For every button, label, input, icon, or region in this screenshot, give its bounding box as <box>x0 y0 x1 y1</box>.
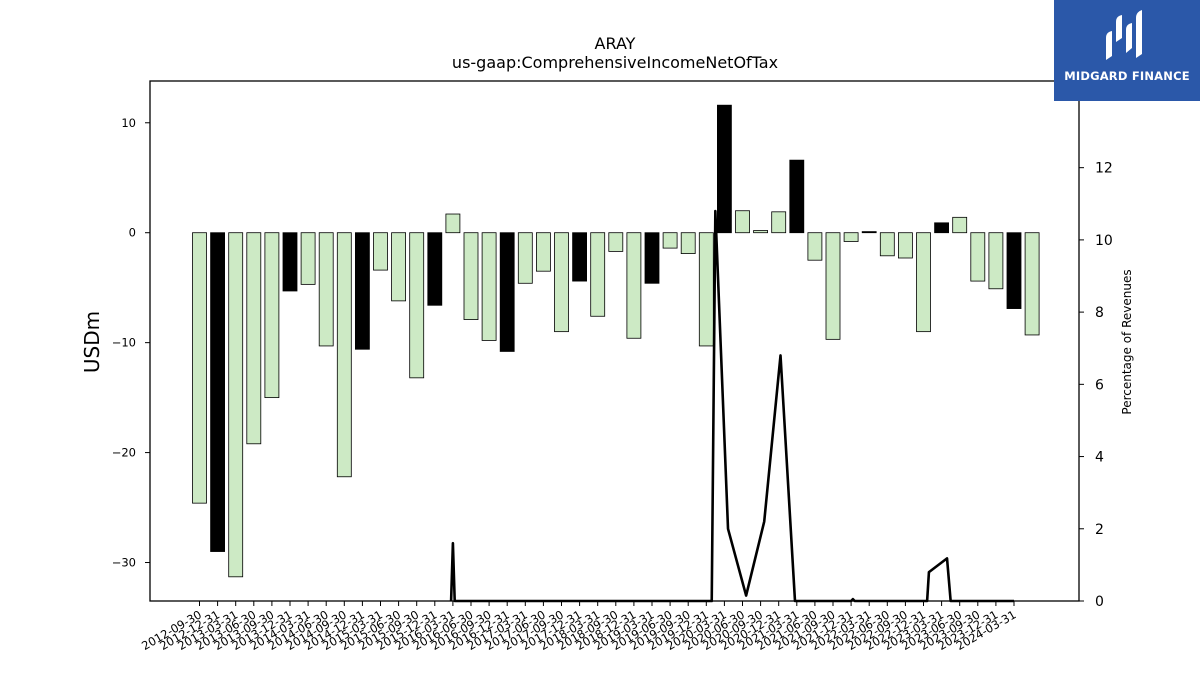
bar <box>318 232 334 347</box>
bar <box>644 232 660 284</box>
bar <box>952 216 968 234</box>
bar <box>481 232 497 341</box>
bar <box>879 232 895 257</box>
bar <box>373 232 388 271</box>
bar <box>354 232 370 350</box>
logo-text: MIDGARD FINANCE <box>1064 69 1190 83</box>
bar <box>807 232 823 261</box>
bar <box>825 232 841 340</box>
bar <box>536 232 551 272</box>
bar <box>771 211 787 234</box>
bar <box>680 232 696 255</box>
bar <box>789 159 805 234</box>
bar <box>590 232 606 317</box>
bar <box>427 232 443 306</box>
bar <box>336 232 352 478</box>
bar <box>898 232 913 259</box>
bar <box>192 232 207 504</box>
x-axis-ticks: 2012-09-302012-12-312013-03-312013-06-30… <box>139 601 1019 653</box>
bar <box>499 232 515 352</box>
bar <box>735 210 750 234</box>
bar <box>861 231 877 234</box>
y2-tick-label: 0 <box>1095 594 1104 610</box>
chart-subtitle: us-gaap:ComprehensiveIncomeNetOfTax <box>452 53 778 72</box>
bar <box>608 232 624 252</box>
bar <box>1024 232 1040 336</box>
y2-tick-label: 6 <box>1095 377 1104 393</box>
y2-axis-ticks: 02468101214 <box>1079 88 1113 610</box>
bar <box>445 213 461 234</box>
bar <box>717 104 732 234</box>
y-axis-label: USDm <box>80 311 104 373</box>
bar <box>988 232 1004 290</box>
bar <box>264 232 280 399</box>
y2-tick-label: 10 <box>1095 233 1113 249</box>
y-axis-ticks: 10 0 −10 −20 −30 <box>112 116 150 570</box>
bar <box>843 232 859 242</box>
y-tick-label: −10 <box>112 336 136 350</box>
logo-mark-icon <box>1106 10 1142 60</box>
y-tick-label: 0 <box>129 226 136 240</box>
y-tick-label: −20 <box>112 446 136 460</box>
bar <box>409 232 425 379</box>
bar <box>698 232 714 347</box>
midgard-finance-logo: MIDGARD FINANCE <box>1054 0 1200 101</box>
y-tick-label: −30 <box>112 556 136 570</box>
bar <box>210 232 226 552</box>
bar <box>463 232 479 320</box>
bar <box>228 232 244 578</box>
y2-tick-label: 12 <box>1095 161 1113 177</box>
bar <box>934 222 949 234</box>
y2-tick-label: 2 <box>1095 522 1104 538</box>
bar <box>753 230 768 234</box>
y2-tick-label: 4 <box>1095 450 1104 466</box>
bar <box>970 232 986 282</box>
bar <box>554 232 569 333</box>
bar <box>282 232 298 292</box>
bar <box>300 232 316 285</box>
bar <box>916 232 931 333</box>
plot-frame <box>149 80 1080 602</box>
bar <box>1006 232 1022 309</box>
bar <box>517 232 533 284</box>
bar <box>246 232 262 445</box>
bar <box>572 232 587 282</box>
bar <box>626 232 642 339</box>
y2-tick-label: 8 <box>1095 305 1104 321</box>
chart-title: ARAY <box>595 34 636 53</box>
y2-axis-label: Percentage of Revenues <box>1120 269 1134 414</box>
y-tick-label: 10 <box>121 116 136 130</box>
bar <box>662 232 678 249</box>
bar-series <box>192 104 1040 578</box>
bar <box>391 232 407 302</box>
